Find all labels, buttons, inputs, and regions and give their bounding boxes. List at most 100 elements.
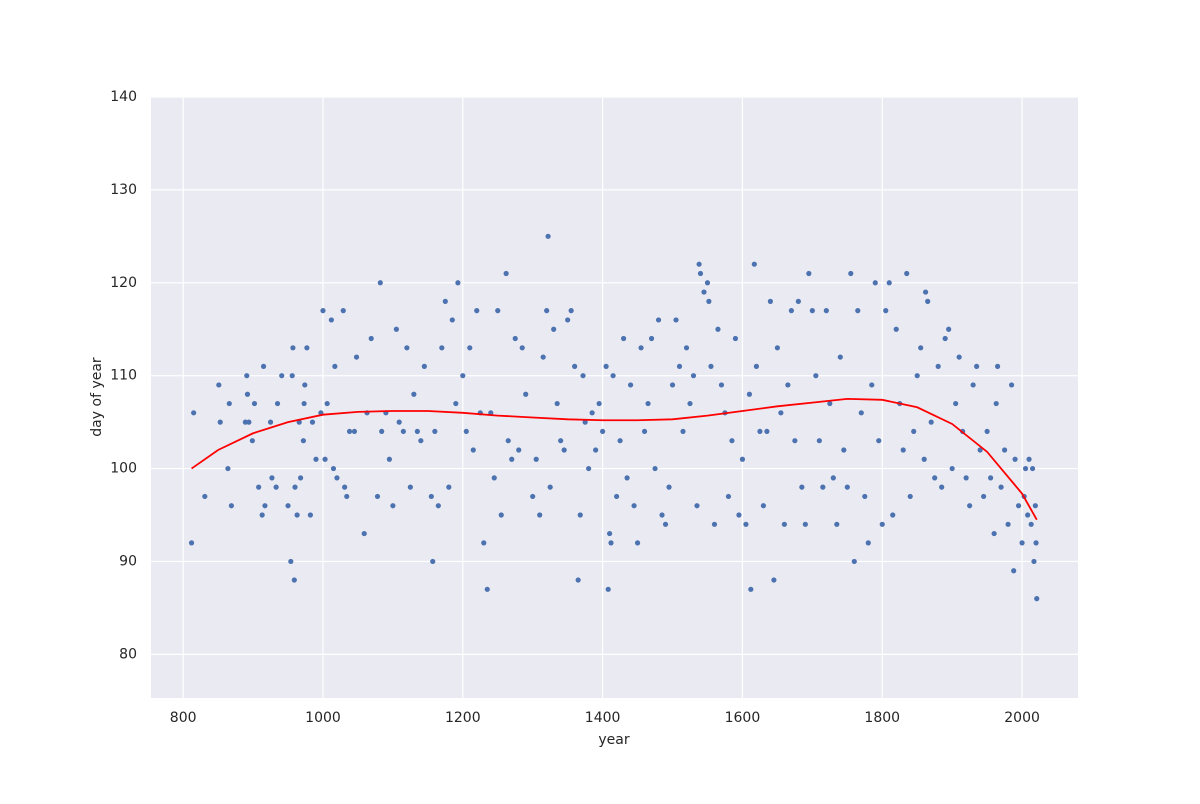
point xyxy=(572,363,578,369)
point xyxy=(706,298,712,304)
point xyxy=(984,428,990,435)
point xyxy=(533,456,539,462)
point xyxy=(294,512,300,518)
point xyxy=(386,456,392,462)
point xyxy=(537,512,543,518)
point xyxy=(890,512,896,518)
point xyxy=(361,530,367,537)
point xyxy=(886,280,892,286)
point xyxy=(774,345,780,351)
point xyxy=(813,373,819,379)
point xyxy=(547,484,553,490)
point xyxy=(748,586,754,592)
point xyxy=(914,373,920,379)
point xyxy=(641,428,648,435)
point xyxy=(841,447,847,453)
point xyxy=(736,512,742,518)
point xyxy=(993,400,999,407)
point xyxy=(568,308,574,314)
point xyxy=(729,438,735,444)
x-axis-label: year xyxy=(598,732,629,748)
point xyxy=(340,308,346,314)
point xyxy=(589,410,595,416)
point xyxy=(883,308,889,314)
point xyxy=(191,410,197,416)
point xyxy=(290,345,296,351)
point xyxy=(498,512,504,518)
point xyxy=(396,419,402,425)
x-tick-label: 1800 xyxy=(864,710,900,726)
point xyxy=(351,428,358,435)
point xyxy=(322,456,328,462)
point xyxy=(279,373,285,379)
x-tick-label: 1600 xyxy=(725,710,761,726)
point xyxy=(865,540,871,546)
point xyxy=(346,428,353,435)
point xyxy=(1008,382,1015,388)
point xyxy=(313,456,319,462)
point xyxy=(307,512,313,518)
point xyxy=(463,428,469,435)
point xyxy=(967,503,973,509)
point xyxy=(246,419,252,425)
point xyxy=(353,354,360,360)
point xyxy=(995,363,1001,369)
point xyxy=(708,363,714,369)
point xyxy=(907,493,913,500)
point xyxy=(509,456,515,462)
point xyxy=(673,317,679,323)
point xyxy=(288,558,294,565)
point xyxy=(1028,521,1034,527)
x-tick-label: 2000 xyxy=(1004,710,1040,726)
point xyxy=(1026,456,1032,462)
point xyxy=(834,521,840,527)
point xyxy=(732,335,739,342)
point xyxy=(687,400,693,407)
point xyxy=(439,345,445,351)
point xyxy=(725,493,732,500)
point xyxy=(586,465,592,472)
point xyxy=(855,308,861,314)
point xyxy=(244,391,251,397)
point xyxy=(760,503,767,509)
point xyxy=(932,475,938,481)
point xyxy=(309,419,316,425)
point xyxy=(582,419,588,425)
y-tick-label: 90 xyxy=(119,553,137,569)
point xyxy=(332,363,338,369)
point xyxy=(603,363,609,369)
point xyxy=(593,447,599,453)
point xyxy=(467,345,473,351)
point xyxy=(368,335,374,342)
point xyxy=(816,438,822,444)
point xyxy=(1011,568,1017,574)
point xyxy=(617,438,623,444)
point xyxy=(893,326,899,332)
point xyxy=(503,270,509,277)
y-tick-label: 130 xyxy=(110,182,137,198)
point xyxy=(577,512,583,518)
point xyxy=(544,308,550,314)
point xyxy=(551,326,557,332)
point xyxy=(921,456,927,462)
point xyxy=(953,400,959,407)
point xyxy=(301,400,307,407)
point xyxy=(718,382,725,388)
point xyxy=(217,419,223,425)
point xyxy=(320,308,326,314)
point xyxy=(739,456,746,462)
point xyxy=(274,400,281,407)
point xyxy=(558,438,564,444)
point xyxy=(523,391,529,397)
point xyxy=(1015,503,1022,509)
point xyxy=(680,428,686,435)
point xyxy=(613,493,620,500)
y-tick-label: 110 xyxy=(110,368,137,384)
point xyxy=(298,475,304,481)
point xyxy=(757,428,763,435)
point xyxy=(379,428,385,435)
point xyxy=(400,428,406,435)
point xyxy=(428,493,434,500)
point xyxy=(1025,512,1031,518)
